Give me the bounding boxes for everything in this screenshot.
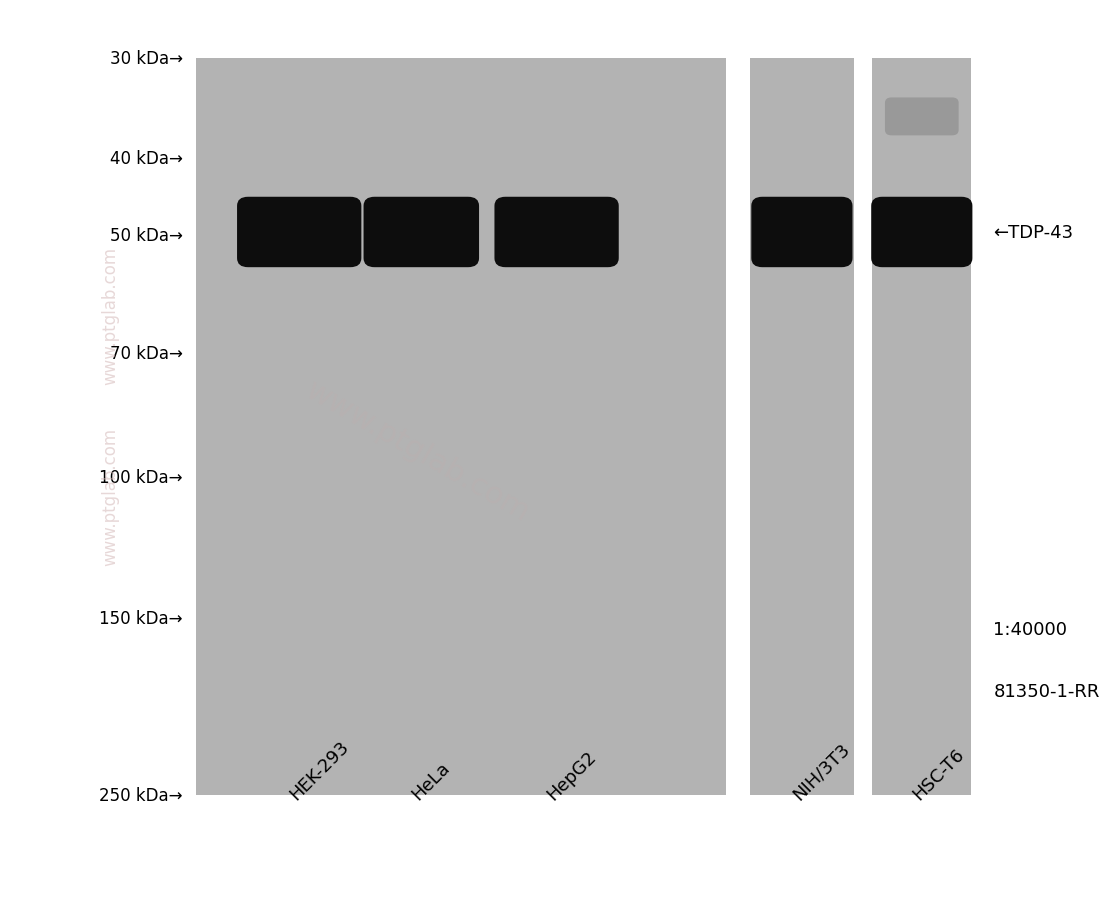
- Text: 70 kDa→: 70 kDa→: [110, 345, 183, 362]
- Text: www.ptglab.com: www.ptglab.com: [101, 428, 119, 565]
- FancyBboxPatch shape: [884, 98, 958, 136]
- Text: HepG2: HepG2: [543, 747, 601, 803]
- FancyBboxPatch shape: [871, 198, 972, 268]
- FancyBboxPatch shape: [495, 198, 618, 268]
- Text: www.ptglab.com: www.ptglab.com: [301, 375, 535, 527]
- Text: 150 kDa→: 150 kDa→: [99, 609, 183, 627]
- Text: HeLa: HeLa: [408, 758, 453, 803]
- Text: 50 kDa→: 50 kDa→: [110, 227, 183, 245]
- Text: NIH/3T3: NIH/3T3: [789, 739, 854, 803]
- Text: 81350-1-RR: 81350-1-RR: [993, 682, 1100, 700]
- Bar: [750, 59, 854, 796]
- Text: 250 kDa→: 250 kDa→: [99, 787, 183, 805]
- FancyBboxPatch shape: [751, 198, 852, 268]
- Text: 30 kDa→: 30 kDa→: [110, 50, 183, 68]
- Text: HSC-T6: HSC-T6: [909, 744, 968, 803]
- Text: www.ptglab.com: www.ptglab.com: [101, 247, 119, 384]
- Bar: [872, 59, 971, 796]
- Text: ←TDP-43: ←TDP-43: [993, 224, 1074, 242]
- Text: 1:40000: 1:40000: [993, 621, 1067, 639]
- FancyBboxPatch shape: [363, 198, 480, 268]
- Bar: [196, 59, 726, 796]
- Text: 40 kDa→: 40 kDa→: [110, 150, 183, 168]
- Text: 100 kDa→: 100 kDa→: [99, 468, 183, 486]
- Text: HEK-293: HEK-293: [286, 737, 353, 803]
- FancyBboxPatch shape: [238, 198, 361, 268]
